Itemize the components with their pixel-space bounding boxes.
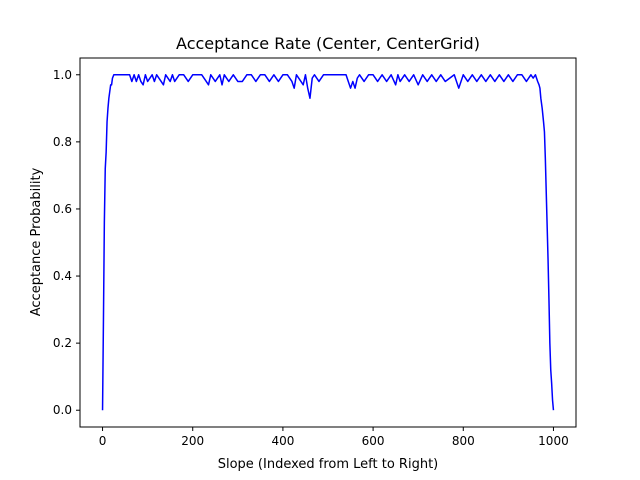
y-tick-label: 0.0 — [53, 403, 72, 417]
y-axis-label: Acceptance Probability — [29, 167, 44, 316]
series-layer — [101, 74, 555, 411]
y-tick-label: 0.2 — [53, 336, 72, 350]
series-line — [101, 74, 555, 411]
x-tick-label: 800 — [452, 434, 475, 448]
x-tick-label: 400 — [271, 434, 294, 448]
x-tick-label: 1000 — [538, 434, 569, 448]
plot-frame — [79, 57, 577, 428]
x-tick-label: 600 — [362, 434, 385, 448]
y-tick-label: 0.8 — [53, 135, 72, 149]
y-tick-label: 1.0 — [53, 68, 72, 82]
x-tick-label: 200 — [181, 434, 204, 448]
y-tick-label: 0.6 — [53, 202, 72, 216]
x-tick-label: 0 — [99, 434, 107, 448]
plot-area — [80, 58, 576, 427]
y-axis: 0.0 0.2 0.4 0.6 0.8 1.0 — [53, 68, 80, 417]
x-axis-label: Slope (Indexed from Left to Right) — [218, 457, 439, 472]
x-axis: 0 200 400 600 800 1000 — [99, 427, 569, 448]
chart-title: Acceptance Rate (Center, CenterGrid) — [176, 34, 480, 53]
y-tick-label: 0.4 — [53, 269, 72, 283]
